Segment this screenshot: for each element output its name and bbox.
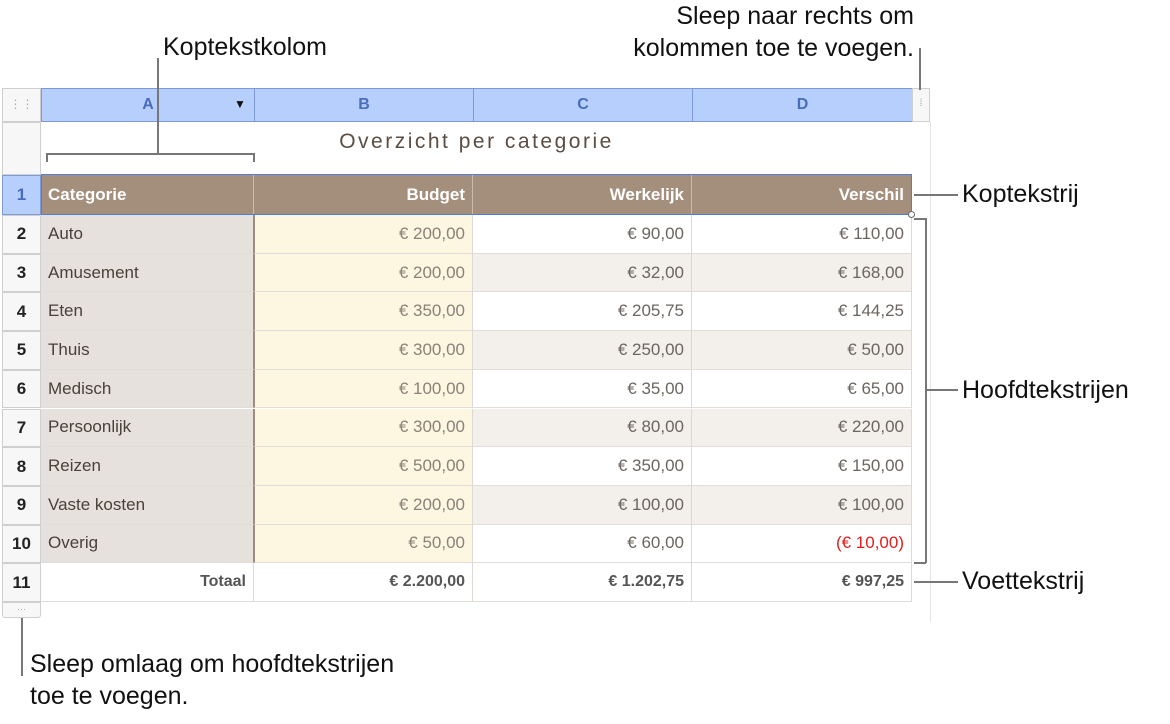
table-cell[interactable]: € 144,25: [692, 292, 912, 332]
callout-text: toe te voegen.: [30, 682, 189, 710]
callout-text: Sleep omlaag om hoofdtekstrijen: [30, 650, 395, 678]
table-cell[interactable]: € 110,00: [692, 215, 912, 254]
table-cell[interactable]: € 100,00: [473, 485, 692, 525]
table-cell[interactable]: € 500,00: [254, 447, 473, 486]
table-cell[interactable]: € 35,00: [473, 369, 692, 409]
table-cell[interactable]: € 220,00: [692, 408, 912, 448]
callout-add-rows: Sleep omlaag om hoofdtekstrijen toe te vo…: [30, 648, 394, 712]
table-cell[interactable]: € 200,00: [254, 253, 473, 293]
callout-header-column: Koptekstkolom: [163, 33, 327, 61]
row-header-3[interactable]: 3: [2, 253, 41, 293]
row-header-7[interactable]: 7: [2, 408, 41, 448]
table-cell[interactable]: Auto: [41, 215, 254, 254]
table-cell[interactable]: Amusement: [41, 253, 254, 293]
footer-cell[interactable]: Totaal: [41, 563, 254, 602]
table-title: Overzicht per categorie: [339, 130, 614, 153]
table-cell[interactable]: Persoonlijk: [41, 408, 254, 448]
table-cell[interactable]: € 80,00: [473, 408, 692, 448]
table-cell[interactable]: € 250,00: [473, 331, 692, 370]
callout-footer-row: Voettekstrij: [962, 567, 1085, 595]
table-cell[interactable]: Medisch: [41, 369, 254, 409]
table-cell[interactable]: Reizen: [41, 447, 254, 486]
row-header-5[interactable]: 5: [2, 331, 41, 370]
footer-cell[interactable]: € 1.202,75: [473, 563, 692, 602]
header-cell[interactable]: Werkelijk: [473, 175, 692, 215]
callout-text: kolommen toe te voegen.: [633, 34, 914, 62]
row-header-2[interactable]: 2: [2, 215, 41, 254]
row-header-title: [2, 122, 41, 175]
callout-add-columns: Sleep naar rechts om kolommen toe te voeg…: [633, 0, 914, 64]
callout-header-row: Koptekstrij: [962, 180, 1079, 208]
header-cell[interactable]: Categorie: [41, 175, 254, 215]
header-cell[interactable]: Budget: [254, 175, 473, 215]
callout-text: Sleep naar rechts om: [676, 2, 914, 30]
table-cell[interactable]: (€ 10,00): [692, 524, 912, 564]
table-cell[interactable]: € 205,75: [473, 292, 692, 332]
row-header-1[interactable]: 1: [2, 175, 41, 215]
table-cell[interactable]: € 50,00: [692, 331, 912, 370]
table-cell[interactable]: € 300,00: [254, 331, 473, 370]
table-edge: [930, 122, 931, 622]
table-cell[interactable]: € 350,00: [473, 447, 692, 486]
table-cell[interactable]: € 350,00: [254, 292, 473, 332]
table-cell[interactable]: € 100,00: [692, 485, 912, 525]
table-cell[interactable]: € 168,00: [692, 253, 912, 293]
header-cell[interactable]: Verschil: [692, 175, 912, 215]
dropdown-arrow-icon[interactable]: ▼: [234, 97, 246, 111]
footer-cell[interactable]: € 2.200,00: [254, 563, 473, 602]
row-header-11[interactable]: 11: [2, 563, 41, 602]
row-header-8[interactable]: 8: [2, 447, 41, 486]
row-header-4[interactable]: 4: [2, 292, 41, 332]
callout-body-rows: Hoofdtekstrijen: [962, 376, 1129, 404]
select-all-handle[interactable]: ⋮⋮: [2, 88, 41, 122]
footer-cell[interactable]: € 997,25: [692, 563, 912, 602]
table-cell[interactable]: € 100,00: [254, 369, 473, 409]
table-cell[interactable]: € 150,00: [692, 447, 912, 486]
add-row-handle[interactable]: ⋯: [2, 602, 41, 618]
table-cell[interactable]: € 60,00: [473, 524, 692, 564]
table-cell[interactable]: € 32,00: [473, 253, 692, 293]
table-cell[interactable]: € 65,00: [692, 369, 912, 409]
table-cell[interactable]: € 200,00: [254, 485, 473, 525]
table-cell[interactable]: Eten: [41, 292, 254, 332]
row-header-6[interactable]: 6: [2, 369, 41, 409]
table-cell[interactable]: € 200,00: [254, 215, 473, 254]
row-header-10[interactable]: 10: [2, 524, 41, 564]
table-cell[interactable]: Vaste kosten: [41, 485, 254, 525]
table-cell[interactable]: € 300,00: [254, 408, 473, 448]
add-column-handle[interactable]: ⁞: [912, 88, 930, 122]
row-header-9[interactable]: 9: [2, 485, 41, 525]
table-cell[interactable]: Overig: [41, 524, 254, 564]
column-header-B[interactable]: B: [254, 88, 474, 122]
resize-handle[interactable]: [908, 211, 915, 218]
column-header-A[interactable]: A: [41, 88, 255, 122]
column-header-D[interactable]: D: [692, 88, 913, 122]
column-header-C[interactable]: C: [473, 88, 693, 122]
table-cell[interactable]: € 90,00: [473, 215, 692, 254]
table-cell[interactable]: Thuis: [41, 331, 254, 370]
table-cell[interactable]: € 50,00: [254, 524, 473, 564]
